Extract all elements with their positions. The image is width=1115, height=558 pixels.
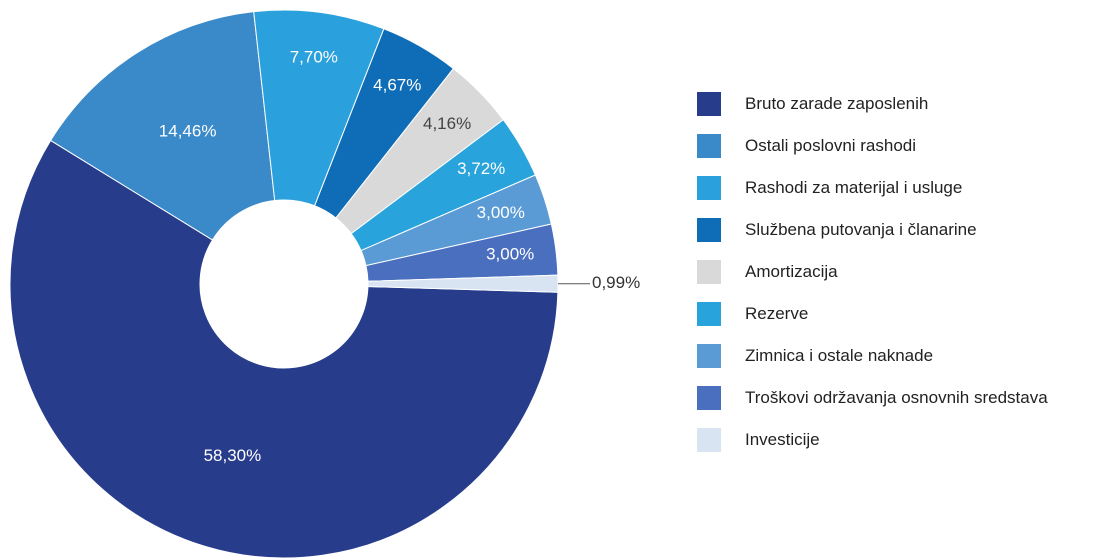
data-label: 14,46% (159, 121, 217, 140)
data-label: 0,99% (592, 273, 640, 292)
legend-swatch (697, 260, 721, 284)
chart: 58,30% 14,46% 7,70% 4,67%4,16% 3,72% 3,00% 3,0… (9, 9, 640, 558)
legend-item: Rashodi za materijal i usluge (697, 176, 1107, 200)
legend-item: Zimnica i ostale naknade (697, 344, 1107, 368)
legend-label: Amortizacija (745, 262, 838, 281)
legend-item: Troškovi održavanja osnovnih sredstava (697, 386, 1107, 410)
data-label: 4,16% (423, 114, 471, 133)
slice (49, 11, 276, 241)
legend-label: Investicije (745, 430, 820, 449)
legend-item: Ostali poslovni rashodi (697, 134, 1107, 158)
legend-swatch (697, 428, 721, 452)
legend-swatch (697, 176, 721, 200)
legend-item: Bruto zarade zaposlenih (697, 92, 1107, 116)
legend-swatch (697, 134, 721, 158)
data-label: 7,70% (290, 47, 338, 66)
legend-label: Rashodi za materijal i usluge (745, 178, 963, 197)
legend-item: Amortizacija (697, 260, 1107, 284)
legend-label: Službena putovanja i članarine (745, 220, 977, 239)
legend-swatch (697, 218, 721, 242)
legend-swatch (697, 92, 721, 116)
slice (367, 274, 559, 293)
legend-label: Troškovi održavanja osnovnih sredstava (745, 388, 1048, 407)
legend-swatch (697, 302, 721, 326)
data-label: 4,67% (373, 76, 421, 95)
data-label: 3,00% (486, 245, 534, 264)
legend-item: Investicije (697, 428, 1107, 452)
data-label: 3,00% (477, 203, 525, 222)
legend-swatch (697, 344, 721, 368)
legend-label: Ostali poslovni rashodi (745, 136, 917, 155)
legend-item: Službena putovanja i članarine (697, 218, 1107, 242)
slice (9, 139, 559, 558)
data-label: 58,30% (204, 446, 262, 465)
legend: Bruto zarade zaposlenih Ostali poslovni r… (697, 92, 1107, 470)
legend-label: Rezerve (745, 304, 809, 323)
data-label: 3,72% (457, 159, 505, 178)
legend-label: Zimnica i ostale naknade (745, 346, 934, 365)
legend-swatch (697, 386, 721, 410)
legend-item: Rezerve (697, 302, 1107, 326)
legend-label: Bruto zarade zaposlenih (745, 94, 929, 113)
